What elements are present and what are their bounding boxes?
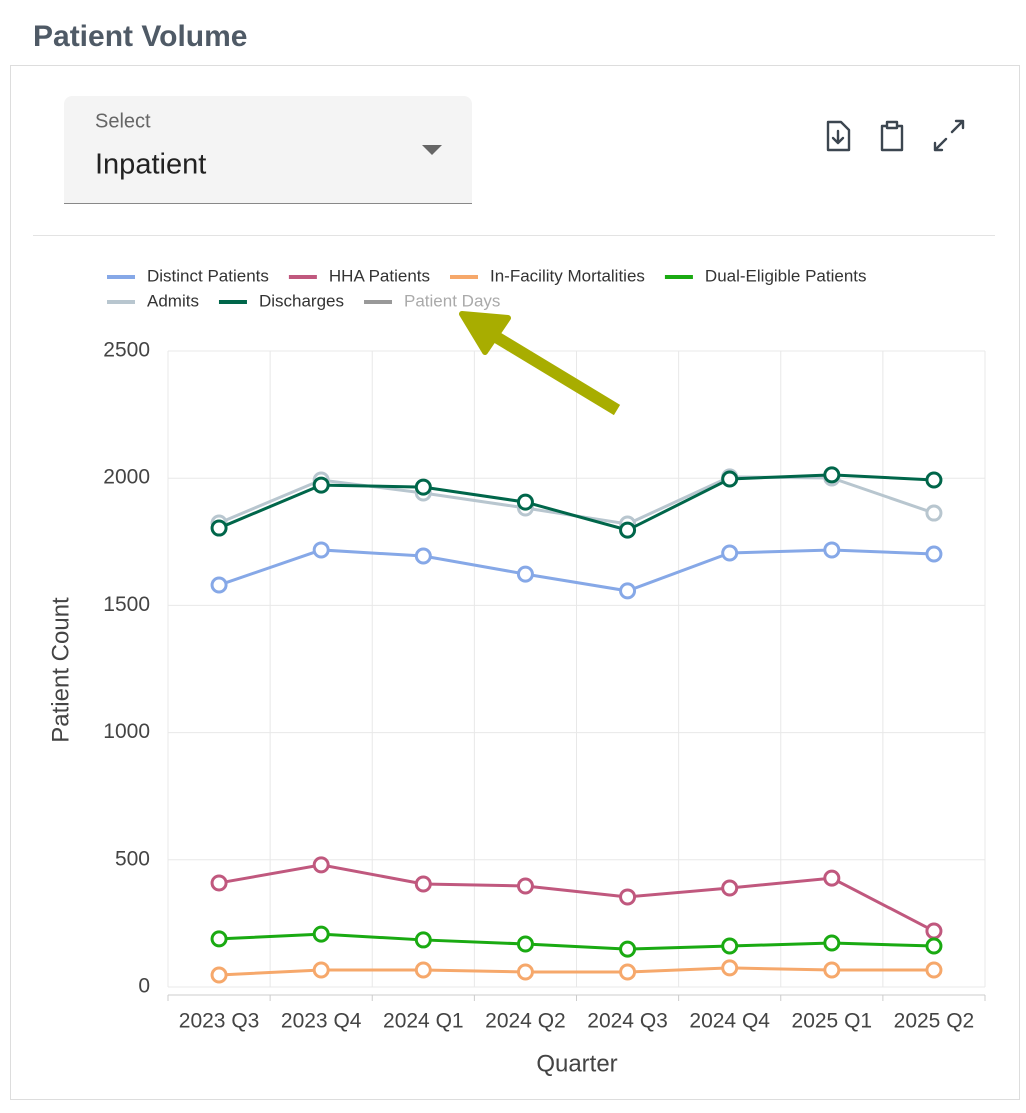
legend-item[interactable]: Dual-Eligible Patients: [664, 266, 867, 285]
data-point: [516, 963, 534, 981]
data-point: [823, 541, 841, 559]
data-point: [823, 466, 841, 484]
legend-label: Patient Days: [404, 291, 500, 310]
legend-label: Admits: [147, 291, 199, 310]
data-point: [516, 877, 534, 895]
series-line: [218, 966, 934, 977]
clipboard-icon[interactable]: [880, 120, 904, 152]
data-point: [414, 547, 432, 565]
page-title: Patient Volume: [33, 20, 247, 53]
legend-label: Dual-Eligible Patients: [705, 266, 867, 285]
data-point: [210, 930, 228, 948]
data-point: [414, 875, 432, 893]
data-point: [414, 961, 432, 979]
legend-item[interactable]: HHA Patients: [288, 266, 430, 285]
data-point: [312, 856, 330, 874]
y-tick-label: 2000: [103, 466, 150, 489]
x-axis-title: Quarter: [536, 1050, 617, 1077]
y-axis-title: Patient Count: [47, 597, 74, 743]
data-point: [925, 545, 943, 563]
data-point: [210, 874, 228, 892]
x-tick-label: 2025 Q2: [894, 1010, 975, 1033]
y-tick-label: 1000: [103, 720, 150, 743]
data-point: [312, 961, 330, 979]
data-point: [721, 544, 739, 562]
y-tick-label: 1500: [103, 593, 150, 616]
data-point: [619, 521, 637, 539]
series-line: [218, 932, 934, 951]
legend-item[interactable]: Distinct Patients: [107, 266, 269, 285]
y-tick-label: 0: [138, 975, 150, 998]
data-point: [925, 504, 943, 522]
legend-item[interactable]: In-Facility Mortalities: [450, 266, 645, 285]
data-point: [721, 879, 739, 897]
expand-icon[interactable]: [933, 119, 965, 152]
select-label: Select: [95, 110, 151, 132]
select-box[interactable]: Select Inpatient: [64, 96, 472, 204]
data-point: [312, 925, 330, 943]
legend-label: HHA Patients: [329, 266, 430, 285]
x-tick-label: 2024 Q3: [587, 1010, 668, 1033]
data-point: [823, 961, 841, 979]
download-icon[interactable]: [826, 120, 851, 152]
x-tick-label: 2023 Q4: [281, 1010, 362, 1033]
x-tick-label: 2024 Q2: [485, 1010, 566, 1033]
data-point: [721, 937, 739, 955]
legend-item[interactable]: Patient Days: [364, 291, 500, 310]
data-point: [210, 966, 228, 984]
data-point: [619, 940, 637, 958]
data-point: [925, 922, 943, 940]
data-point: [210, 576, 228, 594]
data-point: [721, 959, 739, 977]
data-point: [312, 541, 330, 559]
x-tick-label: 2024 Q4: [689, 1010, 770, 1033]
legend-label: Distinct Patients: [147, 266, 269, 285]
data-point: [210, 519, 228, 537]
x-tick-label: 2024 Q1: [383, 1010, 464, 1033]
x-tick-label: 2023 Q3: [179, 1010, 260, 1033]
y-tick-label: 500: [115, 847, 150, 870]
data-point: [516, 565, 534, 583]
legend-label: In-Facility Mortalities: [490, 266, 645, 285]
series-line: [218, 863, 935, 933]
data-point: [516, 935, 534, 953]
grid: [167, 350, 986, 988]
data-point: [823, 869, 841, 887]
annotation-arrow: [459, 311, 621, 416]
dropdown-arrow: [422, 145, 442, 155]
data-point: [619, 888, 637, 906]
series-line: [218, 473, 935, 532]
data-point: [925, 937, 943, 955]
y-tick-label: 2500: [103, 339, 150, 362]
data-point: [312, 476, 330, 494]
series-line: [218, 548, 934, 593]
legend-item[interactable]: Discharges: [218, 291, 344, 310]
data-point: [721, 470, 739, 488]
data-point: [619, 963, 637, 981]
legend-item[interactable]: Admits: [107, 291, 199, 310]
data-point: [925, 961, 943, 979]
select-value: Inpatient: [95, 149, 206, 181]
select-bg: [64, 96, 472, 204]
x-tick-label: 2025 Q1: [792, 1010, 873, 1033]
data-point: [823, 934, 841, 952]
data-point: [925, 471, 943, 489]
data-point: [414, 478, 432, 496]
legend-label: Discharges: [259, 291, 344, 310]
data-point: [516, 493, 534, 511]
data-point: [414, 931, 432, 949]
data-point: [619, 582, 637, 600]
card: [10, 65, 1020, 1100]
